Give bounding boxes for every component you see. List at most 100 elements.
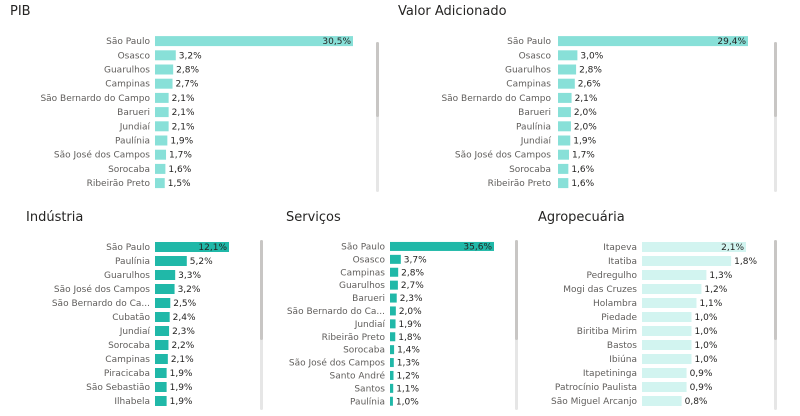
servicos-category-label: Sorocaba: [343, 346, 385, 356]
servicos-value-label: 1,2%: [397, 371, 420, 381]
pib-bar[interactable]: [155, 107, 169, 118]
agro-bar[interactable]: [642, 256, 732, 266]
industria-scrollbar-thumb[interactable]: [260, 240, 263, 340]
servicos-panel: Serviços São Paulo 35,6% Osasco 3,7% Campina…: [286, 210, 526, 410]
pib-category-label: Sorocaba: [108, 165, 150, 175]
pib-bar[interactable]: [155, 178, 165, 189]
pib-scrollbar[interactable]: [376, 42, 379, 192]
valor-bar[interactable]: [558, 135, 571, 146]
industria-bar[interactable]: [155, 298, 171, 308]
valor-bar[interactable]: [558, 149, 569, 160]
agro-bar[interactable]: [642, 396, 682, 406]
valor-bar[interactable]: [558, 163, 569, 174]
servicos-bar[interactable]: [390, 396, 393, 406]
servicos-category-label: Guarulhos: [339, 281, 385, 291]
servicos-category-label: Campinas: [340, 268, 385, 278]
servicos-bar[interactable]: [390, 358, 394, 368]
pib-bar[interactable]: [155, 163, 166, 174]
valor-bar[interactable]: [558, 178, 569, 189]
agro-bar[interactable]: [642, 326, 692, 336]
agro-bar[interactable]: [642, 270, 707, 280]
pib-category-label: São Bernardo do Campo: [40, 94, 150, 104]
pib-value-label: 30,5%: [322, 37, 351, 47]
industria-value-label: 1,9%: [170, 383, 193, 393]
industria-chart: São Paulo 12,1% Paulínia 5,2% Guarulhos 3,3% S…: [52, 242, 229, 407]
agro-bar[interactable]: [642, 312, 692, 322]
pib-bar[interactable]: [155, 92, 169, 103]
servicos-value-label: 2,0%: [399, 307, 422, 317]
pib-bar[interactable]: [155, 135, 168, 146]
industria-bar[interactable]: [155, 270, 176, 280]
agro-value-label: 1,0%: [695, 327, 718, 337]
valor-scrollbar-thumb[interactable]: [774, 42, 777, 117]
valor-value-label: 2,0%: [574, 122, 597, 132]
valor-value-label: 1,6%: [571, 165, 594, 175]
valor-bar[interactable]: [558, 121, 571, 132]
pib-bar[interactable]: [155, 64, 174, 75]
valor-bar[interactable]: [558, 36, 748, 47]
servicos-value-label: 2,7%: [401, 281, 424, 291]
valor-category-label: Guarulhos: [505, 66, 551, 76]
industria-bar[interactable]: [155, 354, 168, 364]
valor-bar[interactable]: [558, 78, 575, 89]
valor-value-label: 3,0%: [580, 51, 603, 61]
industria-bar[interactable]: [155, 312, 170, 322]
servicos-bar[interactable]: [390, 267, 399, 277]
servicos-bar[interactable]: [390, 319, 396, 329]
industria-bar[interactable]: [155, 382, 167, 392]
servicos-category-label: Barueri: [352, 294, 385, 304]
servicos-bar[interactable]: [390, 293, 397, 303]
agro-bar[interactable]: [642, 382, 687, 392]
pib-bar[interactable]: [155, 50, 176, 61]
servicos-bar[interactable]: [390, 370, 394, 380]
agro-bar[interactable]: [642, 284, 702, 294]
valor-bar[interactable]: [558, 50, 578, 61]
servicos-bar[interactable]: [390, 383, 394, 393]
industria-bar[interactable]: [155, 368, 167, 378]
servicos-bar[interactable]: [390, 280, 398, 290]
pib-bar[interactable]: [155, 78, 173, 89]
servicos-value-label: 1,3%: [397, 359, 420, 369]
servicos-scrollbar-thumb[interactable]: [515, 240, 518, 340]
agro-scrollbar[interactable]: [774, 240, 777, 410]
pib-bar[interactable]: [155, 121, 169, 132]
pib-bar[interactable]: [155, 149, 167, 160]
industria-bar[interactable]: [155, 242, 229, 252]
valor-category-label: Barueri: [518, 108, 551, 118]
agro-bar[interactable]: [642, 242, 746, 252]
servicos-scrollbar[interactable]: [515, 240, 518, 410]
industria-bar[interactable]: [155, 340, 169, 350]
valor-category-label: Paulínia: [516, 122, 551, 132]
servicos-bar[interactable]: [390, 332, 396, 342]
valor-scrollbar[interactable]: [774, 42, 777, 192]
valor-bar[interactable]: [558, 107, 571, 118]
valor-bar[interactable]: [558, 92, 572, 103]
agro-scrollbar-thumb[interactable]: [774, 240, 777, 340]
servicos-value-label: 2,3%: [400, 294, 423, 304]
servicos-bar[interactable]: [390, 241, 494, 251]
servicos-category-label: São Paulo: [341, 242, 385, 252]
servicos-category-label: Santo André: [330, 370, 386, 381]
agro-bar[interactable]: [642, 368, 687, 378]
valor-title: Valor Adicionado: [398, 4, 507, 19]
servicos-bar[interactable]: [390, 345, 395, 355]
valor-bar[interactable]: [558, 64, 577, 75]
agro-bar[interactable]: [642, 354, 692, 364]
agro-bar[interactable]: [642, 340, 692, 350]
pib-bar[interactable]: [155, 36, 353, 47]
pib-category-label: Paulínia: [115, 137, 150, 147]
industria-scrollbar[interactable]: [260, 240, 263, 410]
valor-category-label: Osasco: [519, 51, 552, 61]
pib-scrollbar-thumb[interactable]: [376, 42, 379, 117]
pib-value-label: 1,5%: [168, 179, 191, 189]
servicos-value-label: 2,8%: [401, 268, 424, 278]
industria-bar[interactable]: [155, 284, 175, 294]
agro-value-label: 1,2%: [704, 285, 727, 295]
industria-category-label: São Paulo: [106, 243, 150, 253]
servicos-bar[interactable]: [390, 254, 401, 264]
industria-bar[interactable]: [155, 396, 167, 406]
servicos-bar[interactable]: [390, 306, 396, 316]
agro-bar[interactable]: [642, 298, 697, 308]
industria-bar[interactable]: [155, 326, 170, 336]
industria-bar[interactable]: [155, 256, 187, 266]
